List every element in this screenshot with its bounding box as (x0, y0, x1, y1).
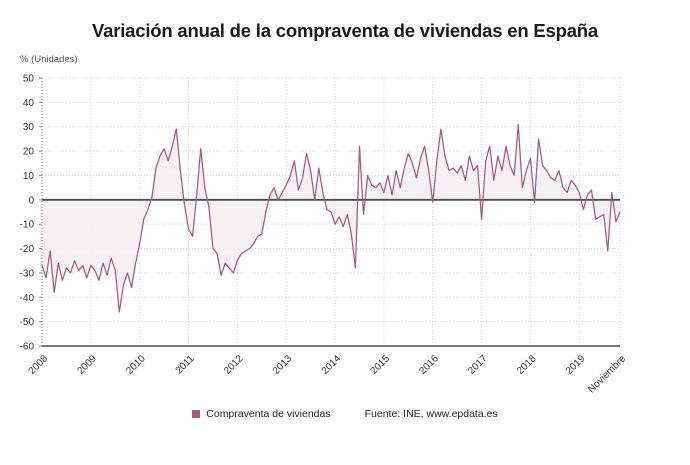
x-axis-tick-label: 2010 (124, 353, 148, 377)
x-axis-tick-label: Noviembre (586, 353, 628, 395)
source-note: Fuente: INE, www.epdata.es (364, 408, 498, 420)
axis-lines (41, 78, 620, 347)
x-axis-tick-label: 2016 (417, 353, 441, 377)
y-axis-tick-label: 10 (23, 171, 35, 182)
y-axis-ticks: 50 40 30 20 10 0 -10 -20 -30 -40 -50 -60 (20, 74, 42, 353)
y-axis-tick-label: -50 (20, 317, 35, 328)
series-area-fill (42, 124, 620, 312)
x-axis-tick-label: 2012 (222, 353, 246, 377)
x-axis-tick-label: 2011 (174, 353, 197, 376)
legend-item-label: Compraventa de viviendas (206, 408, 331, 420)
y-axis-tick-label: 30 (23, 122, 35, 133)
y-axis-tick-label: -60 (20, 342, 35, 353)
x-axis-tick-label: 2014 (320, 353, 344, 377)
legend-item-compraventa[interactable]: Compraventa de viviendas (192, 408, 331, 420)
y-axis-tick-label: 50 (23, 74, 35, 85)
series-line-compraventa-de-viviendas (41, 123, 621, 313)
chart-legend: Compraventa de viviendas Fuente: INE, ww… (0, 408, 690, 420)
x-axis-tick-label: 2017 (466, 353, 490, 377)
y-axis-tick-label: -10 (20, 220, 35, 231)
y-axis-tick-label: -40 (20, 293, 35, 304)
series-fill-area (42, 124, 620, 312)
y-axis-tick-label: -20 (20, 244, 35, 255)
x-axis-tick-label: 2015 (369, 353, 393, 377)
x-axis-tick-label: 2013 (271, 353, 295, 377)
y-axis-tick-label: 40 (23, 98, 35, 109)
x-axis-tick-label: 2008 (27, 353, 51, 377)
series-line-path (41, 123, 621, 313)
x-axis-tick-label: 2019 (564, 353, 588, 377)
y-axis-tick-label: 20 (23, 147, 35, 158)
x-axis-tick-label: 2018 (515, 353, 539, 377)
y-axis-tick-label: -30 (20, 268, 35, 279)
y-axis-unit-label: % (Unidades) (20, 54, 78, 65)
x-axis-ticks: 2008 2009 2010 2011 2012 2013 2014 2015 2016 2017… (27, 353, 629, 395)
chart-title: Variación anual de la compraventa de viv… (92, 20, 598, 41)
y-axis-tick-label: 0 (28, 195, 34, 206)
legend-color-swatch-icon (192, 410, 201, 418)
x-axis-tick-label: 2009 (75, 353, 99, 377)
